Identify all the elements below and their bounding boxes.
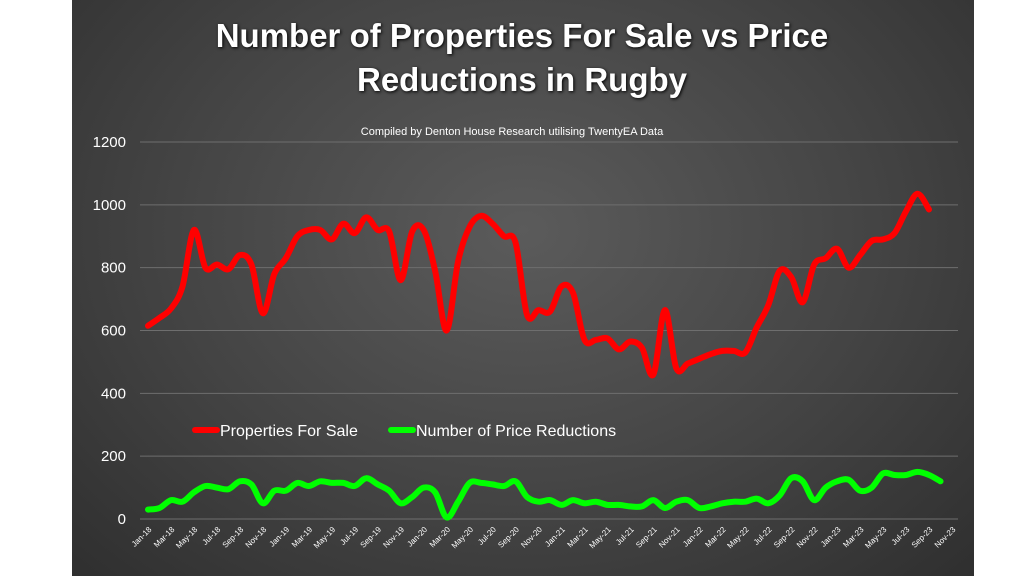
x-tick-label: Jul-21 [614, 525, 636, 547]
x-tick-label: May-22 [725, 525, 751, 551]
x-tick-label: Sep-18 [221, 525, 246, 550]
x-tick-label: Sep-23 [910, 525, 935, 550]
x-tick-label: Jan-19 [268, 525, 292, 549]
x-tick-label: Mar-22 [703, 525, 728, 550]
x-tick-label: Jul-20 [476, 525, 498, 547]
x-tick-label: Mar-23 [841, 525, 866, 550]
series-line-properties-for-sale [145, 190, 932, 379]
x-tick-label: Sep-19 [359, 525, 384, 550]
series-line-price-reductions [145, 468, 944, 521]
gridlines [140, 141, 958, 520]
y-axis-labels: 0 200 400 600 800 1000 1200 [93, 134, 126, 528]
y-tick-label: 600 [101, 323, 126, 340]
x-tick-label: Mar-18 [152, 525, 177, 550]
y-tick-label: 0 [118, 511, 126, 528]
legend-label: Number of Price Reductions [416, 423, 616, 440]
x-tick-label: Jul-19 [338, 525, 360, 547]
x-tick-label: Jul-22 [752, 525, 774, 547]
x-tick-label: Sep-20 [496, 525, 521, 550]
x-tick-label: Sep-21 [634, 525, 659, 550]
x-tick-label: Jan-21 [543, 525, 567, 549]
series-lines [145, 190, 944, 521]
x-tick-label: Nov-22 [795, 525, 820, 550]
chart-title-line-1: Number of Properties For Sale vs Price [215, 17, 829, 54]
chart-title: Number of Properties For Sale vs Price R… [72, 14, 972, 102]
y-tick-label: 200 [101, 448, 126, 465]
x-tick-label: Nov-19 [381, 525, 406, 550]
x-tick-label: Jan-23 [819, 525, 843, 549]
legend-label: Properties For Sale [220, 423, 358, 440]
x-tick-label: Jan-18 [130, 525, 154, 549]
y-tick-label: 1000 [93, 197, 126, 214]
x-tick-label: May-23 [863, 525, 889, 551]
x-tick-label: Nov-21 [657, 525, 682, 550]
x-tick-label: Nov-20 [519, 525, 544, 550]
x-tick-label: May-18 [174, 525, 200, 551]
x-tick-label: May-20 [450, 525, 476, 551]
x-tick-label: Jul-23 [890, 525, 912, 547]
y-tick-label: 800 [101, 260, 126, 277]
chart-subtitle: Compiled by Denton House Research utilis… [360, 126, 664, 138]
x-tick-label: Nov-23 [933, 525, 958, 550]
chart-title-line-2: Reductions in Rugby [357, 61, 687, 98]
x-tick-label: Nov-18 [244, 525, 269, 550]
x-tick-label: May-19 [312, 525, 338, 551]
x-tick-label: Mar-19 [290, 525, 315, 550]
x-tick-label: May-21 [588, 525, 614, 551]
x-tick-label: Mar-21 [566, 525, 591, 550]
x-tick-label: Jan-20 [405, 525, 429, 549]
x-tick-label: Jan-22 [681, 525, 705, 549]
legend: Properties For Sale Number of Price Reduc… [192, 423, 616, 440]
x-tick-label: Sep-22 [772, 525, 797, 550]
x-tick-label: Jul-18 [201, 525, 223, 547]
y-tick-label: 1200 [93, 134, 126, 151]
x-tick-label: Mar-20 [428, 525, 453, 550]
y-tick-label: 400 [101, 385, 126, 402]
